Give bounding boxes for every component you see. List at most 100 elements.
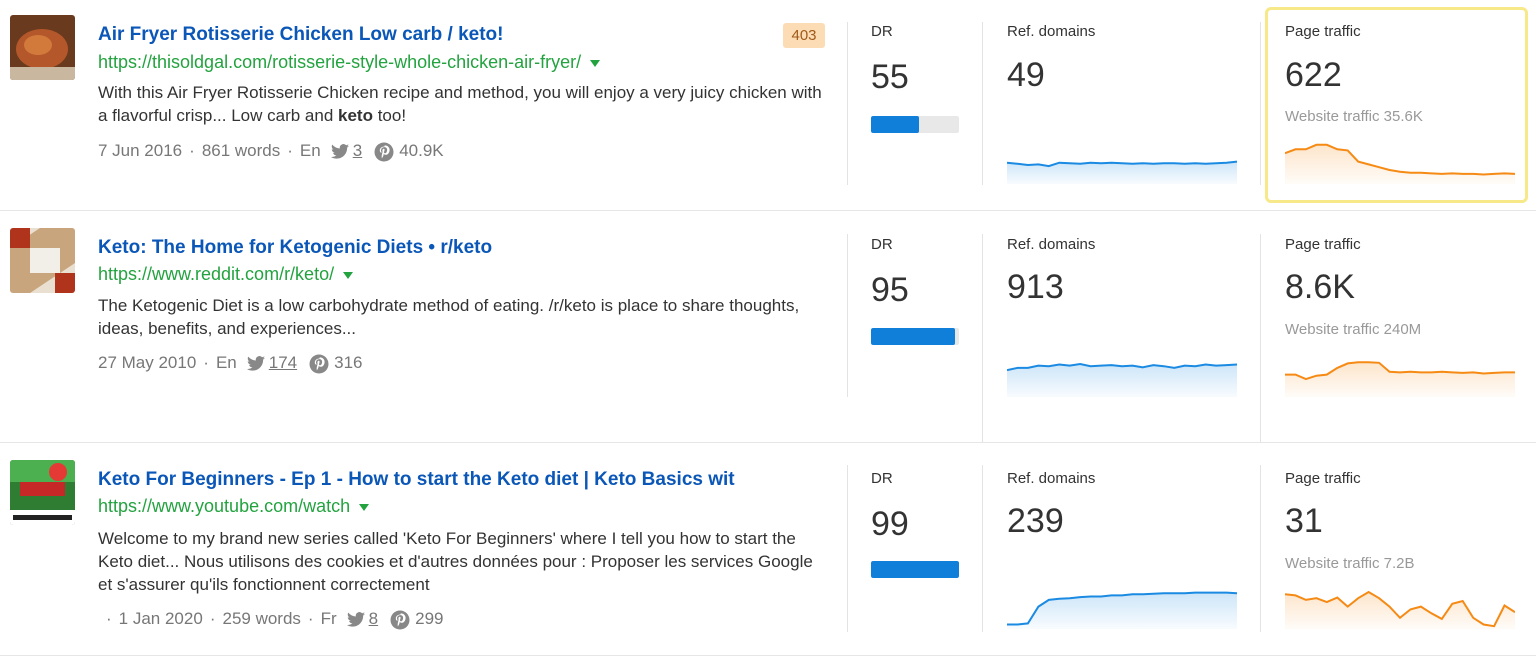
language: En [299,141,321,161]
page-traffic-value: 8.6K [1285,268,1355,306]
result-thumbnail[interactable] [10,228,75,293]
traffic-sparkline-area [1285,592,1515,629]
dr-value: 55 [871,58,909,96]
word-count: 861 words [201,141,281,161]
dr-progress-bar [871,328,959,345]
result-url[interactable]: https://www.reddit.com/r/keto/ [98,264,335,284]
page-traffic-label: Page traffic [1285,470,1361,487]
traffic-sparkline-line [1285,361,1515,381]
website-traffic: Website traffic 240M [1285,321,1422,338]
ref-domains-label: Ref. domains [1007,23,1096,40]
twitter-icon [330,141,349,161]
page-traffic-sparkline[interactable] [1285,341,1515,397]
twitter-share-count[interactable]: 3 [352,141,363,161]
publish-date: 27 May 2010 [98,353,197,373]
ref-sparkline-area [1007,592,1237,629]
ref-domains-label: Ref. domains [1007,470,1096,487]
traffic-sparkline-area [1285,362,1515,397]
result-meta: 7 Jun 2016 · 861 words · En 3 40.9K [98,141,444,162]
result-meta: 27 May 2010 · En 174 316 [98,353,363,374]
result-title-link[interactable]: Keto: The Home for Ketogenic Diets • r/k… [98,237,493,258]
dr-value: 99 [871,505,909,543]
ref-domains-label: Ref. domains [1007,236,1096,253]
dr-progress-fill [871,328,955,345]
ref-sparkline-area [1007,364,1237,397]
website-traffic: Website traffic 35.6K [1285,108,1423,125]
result-row: Keto For Beginners - Ep 1 - How to start… [0,443,1536,656]
result-url-link[interactable]: https://www.youtube.com/watch [98,496,370,517]
twitter-share-count[interactable]: 8 [368,609,379,629]
divider [847,465,848,632]
traffic-sparkline-line [1285,590,1515,628]
result-title-link[interactable]: Air Fryer Rotisserie Chicken Low carb / … [98,24,504,45]
pinterest-share-count: 299 [415,609,444,629]
ref-sparkline-area [1007,161,1237,184]
ref-domains-sparkline[interactable] [1007,341,1237,397]
chevron-down-icon[interactable] [359,503,370,511]
result-title-link[interactable]: Keto For Beginners - Ep 1 - How to start… [98,469,735,490]
result-thumbnail[interactable] [10,15,75,80]
dr-progress-fill [871,116,920,133]
page-traffic-value: 31 [1285,502,1323,540]
twitter-share-count[interactable]: 174 [268,353,298,373]
result-description: Welcome to my brand new series called 'K… [98,529,813,594]
language: En [215,353,237,373]
status-badge: 403 [783,23,825,48]
dr-progress-bar [871,116,959,133]
website-traffic: Website traffic 7.2B [1285,555,1415,572]
twitter-icon [246,353,265,373]
result-meta: · 1 Jan 2020 · 259 words · Fr 8 299 [106,609,444,630]
dr-label: DR [871,23,893,40]
result-description: With this Air Fryer Rotisserie Chicken r… [98,83,822,125]
divider [982,465,983,632]
language: Fr [320,609,337,629]
ref-domains-value: 49 [1007,56,1045,94]
ref-sparkline-line [1007,362,1237,372]
publish-date: 1 Jan 2020 [118,609,203,629]
chevron-down-icon[interactable] [590,59,601,67]
result-url[interactable]: https://www.youtube.com/watch [98,496,351,516]
chevron-down-icon[interactable] [343,271,354,279]
ref-domains-value: 239 [1007,502,1064,540]
pinterest-icon [309,353,329,374]
page-traffic-label: Page traffic [1285,236,1361,253]
result-url-link[interactable]: https://www.reddit.com/r/keto/ [98,264,354,285]
dr-label: DR [871,470,893,487]
word-count: 259 words [222,609,301,629]
traffic-sparkline-area [1285,144,1515,184]
result-url-link[interactable]: https://thisoldgal.com/rotisserie-style-… [98,52,601,73]
pinterest-share-count: 316 [334,353,363,373]
dr-progress-fill [871,561,959,578]
publish-date: 7 Jun 2016 [98,141,183,161]
page-traffic-value: 622 [1285,56,1342,94]
page-traffic-sparkline[interactable] [1285,128,1515,184]
ref-sparkline-line [1007,160,1237,168]
dr-progress-bar [871,561,959,578]
pinterest-icon [374,141,394,162]
ref-domains-value: 913 [1007,268,1064,306]
divider [1260,234,1261,442]
dr-value: 95 [871,271,909,309]
result-row: Keto: The Home for Ketogenic Diets • r/k… [0,211,1536,443]
pinterest-share-count: 40.9K [399,141,444,161]
divider [1260,22,1261,185]
result-row: Air Fryer Rotisserie Chicken Low carb / … [0,0,1536,211]
divider [1260,465,1261,632]
twitter-icon [346,609,365,629]
highlight-box [1265,7,1528,203]
divider [982,234,983,442]
page-traffic-label: Page traffic [1285,23,1361,40]
page-traffic-sparkline[interactable] [1285,573,1515,629]
divider [982,22,983,185]
ref-sparkline-line [1007,591,1237,626]
result-url[interactable]: https://thisoldgal.com/rotisserie-style-… [98,52,582,72]
ref-domains-sparkline[interactable] [1007,128,1237,184]
result-description: The Ketogenic Diet is a low carbohydrate… [98,296,800,338]
divider [847,22,848,185]
traffic-sparkline-line [1285,143,1515,176]
pinterest-icon [390,609,410,630]
result-thumbnail[interactable] [10,460,75,525]
ref-domains-sparkline[interactable] [1007,573,1237,629]
divider [847,234,848,397]
dr-label: DR [871,236,893,253]
